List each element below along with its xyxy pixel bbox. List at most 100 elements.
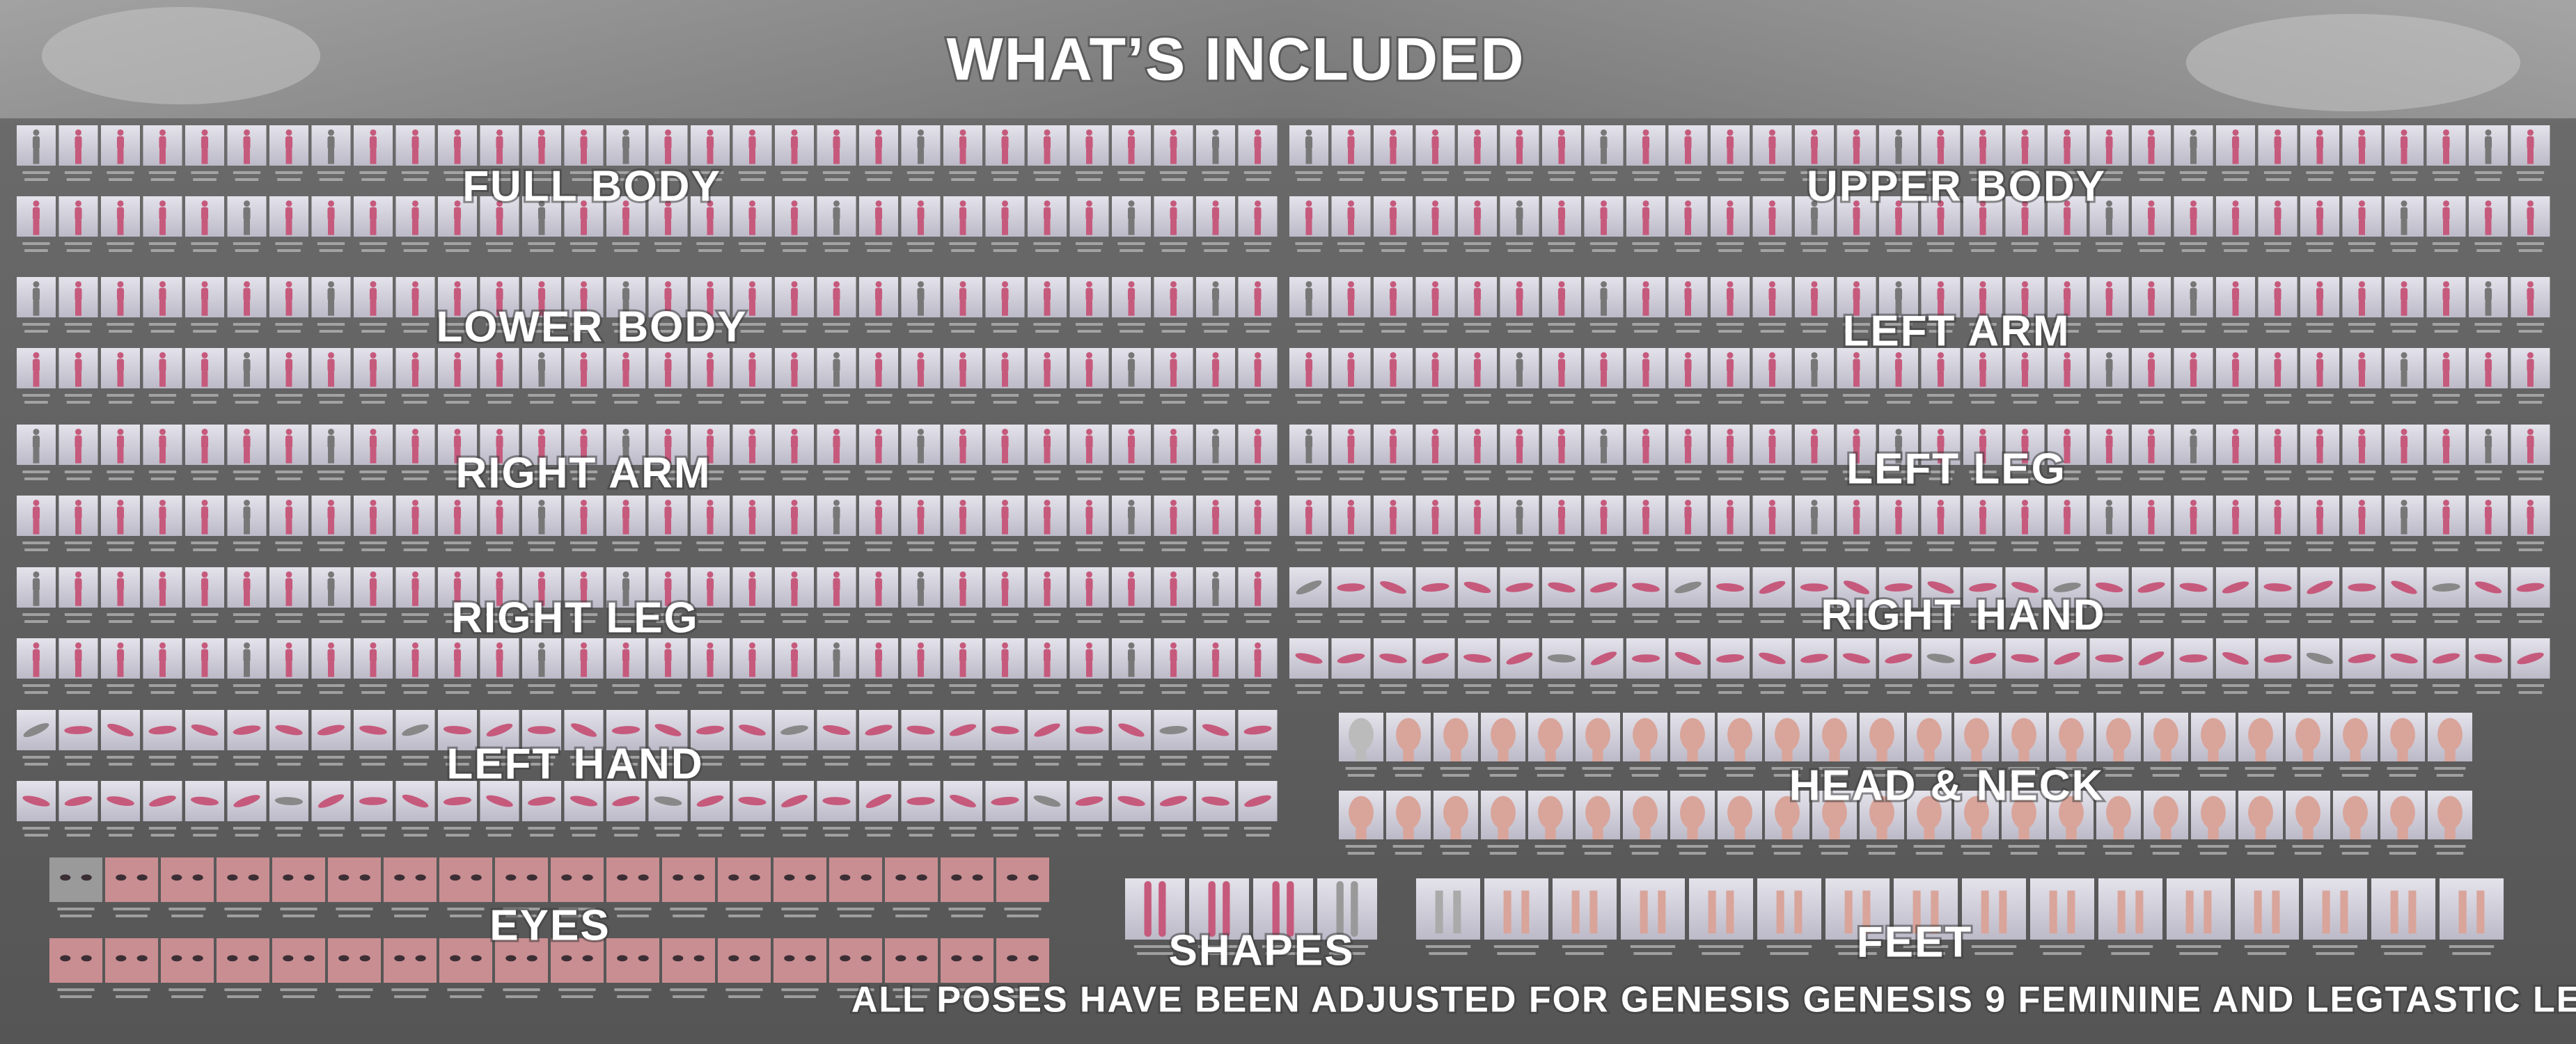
figure-torso (1127, 136, 1136, 150)
thumbnail (1711, 348, 1750, 404)
figure-eye (840, 874, 851, 881)
figure-hand (1505, 583, 1534, 592)
figure-head (1601, 129, 1607, 136)
thumbnail (1386, 791, 1431, 855)
figure-head (370, 499, 377, 506)
thumbnail (17, 496, 56, 551)
figure-torso (706, 506, 714, 520)
thumbnail (354, 277, 393, 333)
thumbnail-caption (24, 330, 48, 333)
figure-legs (117, 448, 124, 464)
thumbnail-caption (2294, 852, 2322, 855)
thumbnail-caption (1844, 249, 1869, 252)
thumbnail-caption (1347, 774, 1375, 777)
thumbnail-caption (738, 756, 767, 759)
figure-head (875, 428, 882, 435)
thumbnail (2258, 638, 2298, 694)
thumbnail (522, 496, 561, 551)
thumbnail-caption (783, 834, 806, 837)
figure-legs (581, 519, 587, 535)
figure-torso (2484, 358, 2492, 372)
figure-neck (2018, 749, 2029, 761)
thumbnail-caption (2011, 613, 2039, 616)
thumbnail-caption (1800, 171, 1828, 174)
thumbnail-caption (1971, 477, 1995, 480)
thumbnail (1196, 348, 1235, 404)
figure-head (2275, 351, 2281, 358)
thumbnail (2342, 196, 2382, 252)
thumbnail-caption (2518, 249, 2543, 252)
figure-torso (1001, 578, 1009, 592)
figure-neck (2208, 827, 2219, 839)
thumbnail-caption (150, 401, 175, 404)
thumbnail-caption (738, 171, 767, 174)
thumbnail-caption (2292, 767, 2324, 770)
thumbnail-caption (612, 613, 640, 616)
thumbnail-caption (993, 477, 1017, 480)
figure-eye (728, 874, 739, 881)
figure-torso (1389, 287, 1397, 301)
figure-legs (1432, 371, 1438, 387)
figure-legs (412, 661, 418, 677)
thumbnail-caption (1760, 401, 1784, 404)
figure-legs (1685, 371, 1691, 387)
figure-head (665, 499, 671, 506)
thumbnail (901, 425, 941, 480)
thumbnail (1584, 638, 1624, 694)
figure-foot (1981, 890, 1989, 934)
figure-torso (411, 358, 419, 372)
figure-torso (1726, 435, 1734, 449)
figure-foot (2458, 890, 2467, 934)
thumbnail (354, 710, 393, 766)
figure-head (749, 200, 755, 207)
figure-torso (790, 207, 799, 221)
thumbnail-caption (235, 330, 259, 333)
thumbnail (1837, 348, 1876, 404)
thumbnail (1289, 638, 1328, 694)
thumbnail-caption (2010, 774, 2038, 777)
thumbnail-caption (503, 908, 540, 910)
figure-head (1811, 129, 1818, 136)
thumbnail-caption (2348, 470, 2376, 473)
figure-head (707, 571, 714, 578)
thumbnail-caption (2055, 691, 2079, 694)
thumbnail-caption (1887, 691, 1910, 694)
thumbnail-caption (394, 995, 426, 998)
thumbnail-caption (654, 613, 682, 616)
thumbnail-caption (485, 541, 514, 544)
thumbnail (143, 196, 182, 252)
figure-legs (2316, 148, 2323, 164)
figure-head (1255, 351, 1261, 358)
figure-legs (1044, 448, 1051, 464)
thumbnail-caption (2308, 477, 2332, 480)
figure-legs (622, 371, 629, 387)
figure-hand (654, 724, 682, 736)
figure-legs (1255, 590, 1261, 606)
thumbnail-caption (1421, 684, 1450, 687)
figure-head (2232, 428, 2239, 435)
thumbnail-caption (2474, 470, 2502, 473)
figure-legs (875, 300, 882, 316)
figure-legs (1255, 519, 1261, 535)
thumbnail-caption (443, 684, 471, 687)
figure-legs (1390, 448, 1397, 464)
figure-head (1558, 280, 1565, 287)
figure-legs (1305, 300, 1312, 316)
thumbnail-caption (696, 827, 724, 830)
thumbnail-caption (1584, 852, 1612, 855)
thumbnail (1289, 277, 1328, 333)
thumbnail (1196, 425, 1235, 480)
figure-head (1128, 499, 1135, 506)
thumbnail-caption (1077, 763, 1101, 766)
figure-eye (582, 874, 593, 881)
thumbnail-caption (824, 178, 849, 181)
figure-legs (1474, 519, 1481, 535)
thumbnail (1415, 348, 1455, 404)
thumbnail-caption (1632, 394, 1660, 397)
thumbnail-caption (2043, 952, 2082, 955)
figure-head (33, 571, 40, 578)
section-label: UPPER BODY (1807, 162, 2106, 210)
thumbnail-caption (359, 684, 387, 687)
thumbnail (2049, 791, 2094, 855)
figure-torso (2442, 287, 2450, 301)
